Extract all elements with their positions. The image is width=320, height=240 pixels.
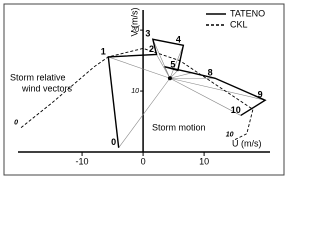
x-tick-label: 10 (199, 156, 209, 166)
point-label: 5 (170, 60, 175, 70)
point-label: 8 (208, 68, 213, 78)
legend-label: TATENO (230, 8, 265, 18)
series-line (107, 38, 267, 148)
storm-relative-vector (156, 54, 171, 79)
point-label: 0 (111, 137, 116, 147)
point-label: 10 (226, 132, 234, 139)
legend-label: CKL (230, 19, 248, 29)
chart: U (m/s) V (m/s) Storm relative wind vect… (3, 3, 285, 176)
annotation: Storm relative (10, 72, 66, 82)
frame (3, 3, 285, 176)
storm-relative-vector (169, 77, 266, 101)
point-label: 1 (101, 46, 106, 56)
y-tick-label: 20 (130, 27, 139, 34)
storm-relative-vector (164, 66, 171, 79)
storm-relative-vector (169, 72, 192, 79)
storm-relative-vector (108, 56, 171, 79)
storm-relative-vector (169, 45, 184, 79)
annotation: wind vectors (21, 83, 73, 93)
x-tick-label: -10 (76, 156, 89, 166)
point-label: 10 (231, 105, 241, 115)
y-tick-label: 10 (131, 88, 139, 95)
point-label: 3 (145, 29, 150, 39)
point-label: 2 (149, 44, 154, 54)
point-label: 0 (14, 119, 18, 126)
annotation: Storm motion (152, 122, 206, 132)
storm-motion-point (167, 76, 172, 81)
storm-relative-vector (118, 78, 171, 148)
series-line (20, 47, 254, 141)
x-axis-label: U (m/s) (232, 138, 262, 148)
point-label: 4 (176, 35, 181, 45)
y-axis-label: V (m/s) (129, 8, 139, 37)
point-label: 9 (258, 90, 263, 100)
x-tick-label: 0 (141, 156, 146, 166)
storm-relative-vector (169, 77, 241, 116)
